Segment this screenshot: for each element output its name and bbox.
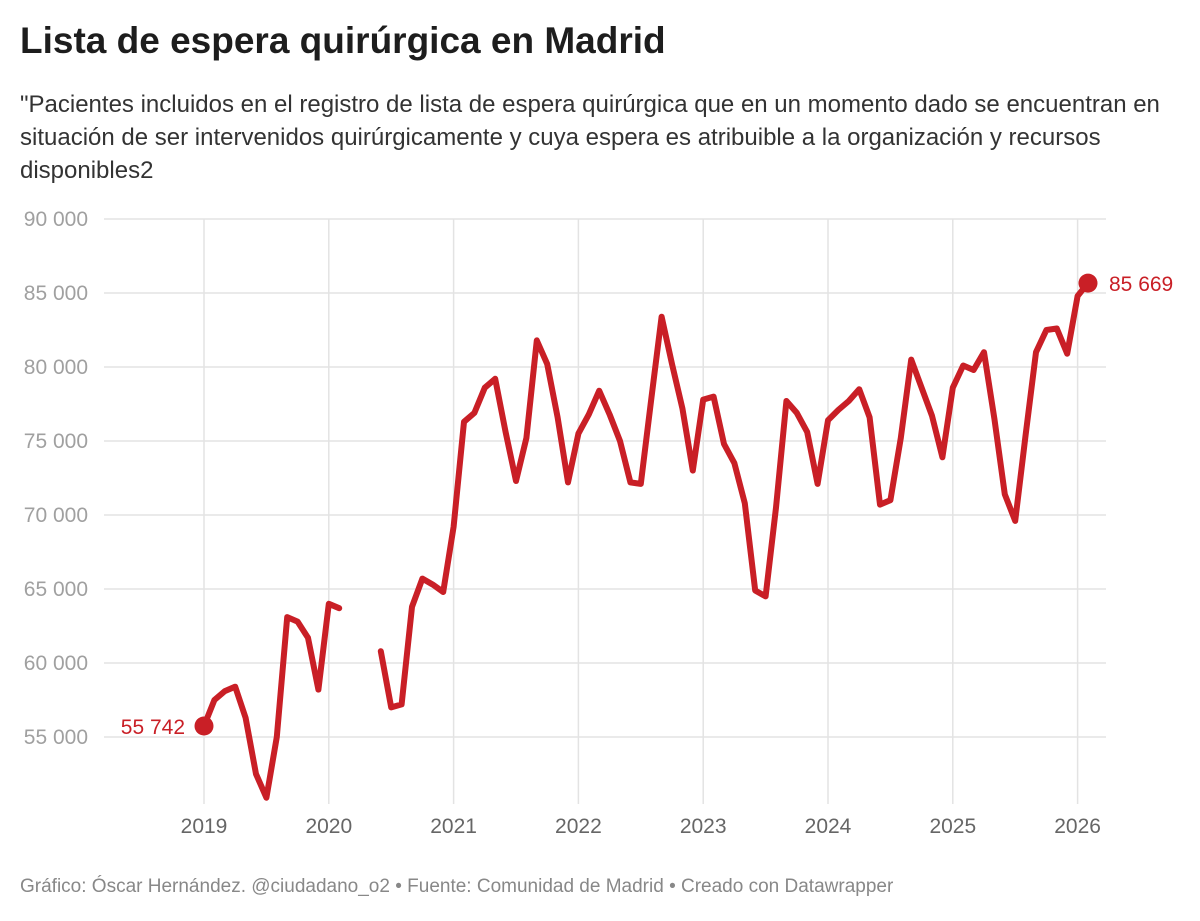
y-tick-label: 70 000 (24, 504, 88, 527)
y-tick-label: 90 000 (24, 208, 88, 231)
annotation-dot (194, 716, 214, 736)
chart-subtitle: "Pacientes incluidos en el registro de l… (20, 91, 1160, 184)
series-group (201, 280, 1091, 801)
x-axis: 2019 2020 2021 2022 2023 2024 2025 2026 (181, 815, 1101, 838)
annotations: 55 742 85 669 (121, 273, 1173, 739)
y-axis: 55 000 60 000 65 000 70 000 75 000 80 000 85 0… (24, 208, 88, 749)
series-line (377, 280, 1091, 711)
x-tick-label: 2020 (305, 815, 352, 838)
footer-credits: Gráfico: Óscar Hernández. @ciudadano_o2 … (20, 876, 894, 897)
x-tick-label: 2019 (181, 815, 228, 838)
y-tick-label: 85 000 (24, 282, 88, 305)
y-tick-label: 80 000 (24, 356, 88, 379)
y-gridlines (104, 218, 1106, 738)
line-chart: 55 000 60 000 65 000 70 000 75 000 80 000 85 0… (24, 208, 1173, 838)
chart-title: Lista de espera quirúrgica en Madrid (20, 20, 666, 61)
x-tick-label: 2021 (430, 815, 477, 838)
x-tick-label: 2026 (1054, 815, 1101, 838)
x-tick-label: 2025 (929, 815, 976, 838)
annotation-dot (1078, 273, 1098, 293)
x-tick-label: 2023 (680, 815, 727, 838)
series-line (201, 600, 343, 801)
end-value-label: 85 669 (1109, 273, 1173, 296)
x-tick-label: 2024 (805, 815, 852, 838)
start-value-label: 55 742 (121, 716, 185, 739)
x-gridlines (203, 219, 1079, 804)
y-tick-label: 55 000 (24, 726, 88, 749)
y-tick-label: 75 000 (24, 430, 88, 453)
y-tick-label: 60 000 (24, 652, 88, 675)
x-tick-label: 2022 (555, 815, 602, 838)
y-tick-label: 65 000 (24, 578, 88, 601)
